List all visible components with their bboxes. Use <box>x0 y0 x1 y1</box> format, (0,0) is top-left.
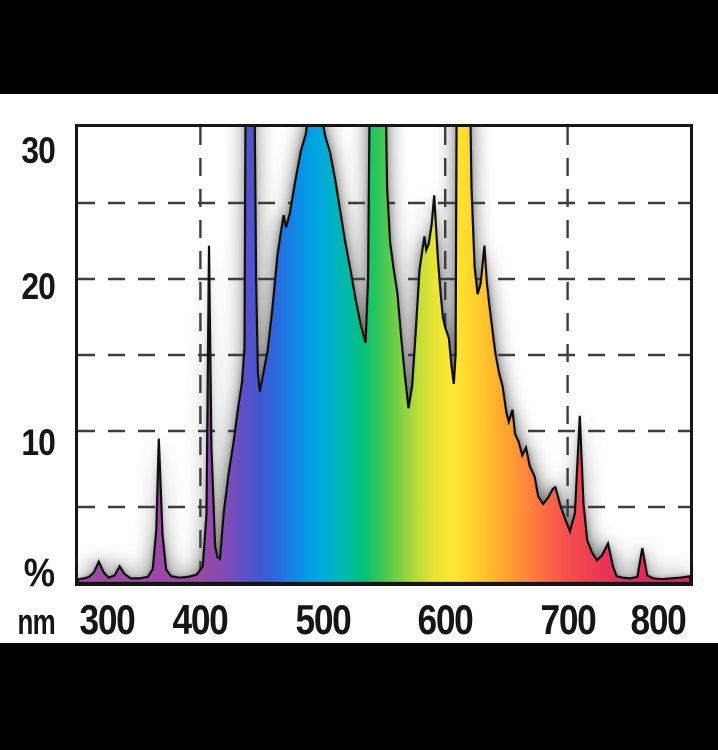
x-tick-label-700: 700 <box>540 596 596 643</box>
spectrum-curve <box>78 127 690 583</box>
x-axis-unit-nm: nm <box>17 601 56 642</box>
top-letterbox-bar <box>0 0 718 94</box>
x-tick-label-600: 600 <box>417 596 474 643</box>
plot-area <box>78 127 690 583</box>
y-tick-label-20: 20 <box>21 266 56 307</box>
bottom-letterbox-bar <box>0 643 718 750</box>
y-axis-unit-percent: % <box>23 551 55 595</box>
y-tick-label-10: 10 <box>21 422 56 463</box>
x-axis-tick-labels: 300 400 500 600 700 800 <box>0 598 718 644</box>
x-tick-label-500: 500 <box>295 596 351 643</box>
y-axis-labels: 30 20 10 % nm <box>0 0 58 750</box>
x-tick-label-300: 300 <box>79 596 135 643</box>
plot-border <box>75 124 693 586</box>
x-tick-label-400: 400 <box>172 596 229 643</box>
y-tick-label-30: 30 <box>21 130 56 171</box>
x-tick-label-800: 800 <box>630 596 686 643</box>
